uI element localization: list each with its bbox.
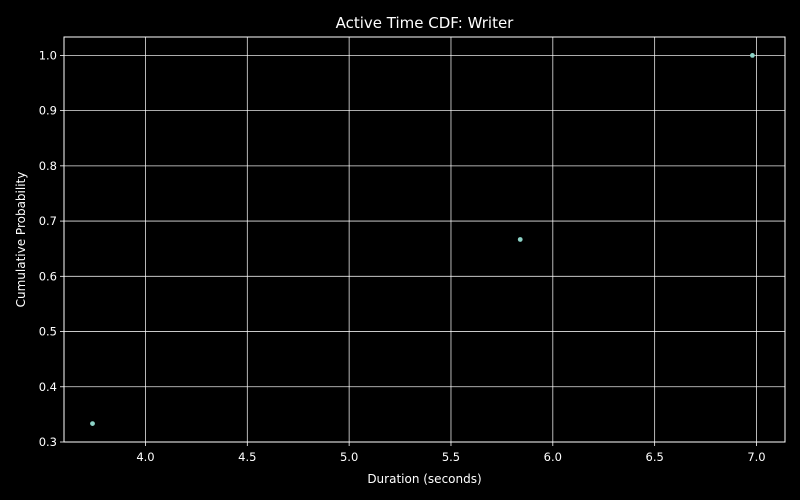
y-tick-label: 0.8 bbox=[39, 159, 57, 173]
x-tick-label: 5.5 bbox=[442, 450, 460, 464]
x-tick-label: 4.5 bbox=[238, 450, 256, 464]
x-tick-label: 6.5 bbox=[646, 450, 664, 464]
y-tick-label: 0.7 bbox=[39, 214, 57, 228]
x-tick-label: 7.0 bbox=[747, 450, 765, 464]
x-tick-label: 4.0 bbox=[136, 450, 154, 464]
chart-title: Active Time CDF: Writer bbox=[336, 14, 515, 32]
y-tick-label: 0.6 bbox=[39, 269, 57, 283]
y-tick-label: 0.5 bbox=[39, 325, 57, 339]
y-tick-label: 0.4 bbox=[39, 380, 57, 394]
grid-layer bbox=[64, 37, 785, 443]
tick-layer: 4.0 4.5 5.0 5.5 6.0 6.5 7.0 0.3 0.4 0.5 0.6 0.7 0.8 0… bbox=[39, 48, 766, 464]
y-tick-label: 1.0 bbox=[39, 48, 57, 62]
data-points bbox=[90, 52, 755, 427]
x-tick-label: 5.0 bbox=[340, 450, 358, 464]
y-tick-label: 0.9 bbox=[39, 104, 57, 118]
y-axis-label: Cumulative Probability bbox=[14, 172, 28, 308]
data-point bbox=[517, 237, 523, 242]
x-axis-label: Duration (seconds) bbox=[367, 472, 481, 486]
data-point bbox=[750, 52, 755, 58]
plot-area-frame bbox=[63, 36, 786, 443]
y-tick-label: 0.3 bbox=[39, 435, 57, 449]
x-tick-label: 6.0 bbox=[544, 450, 562, 464]
data-point bbox=[90, 421, 95, 427]
